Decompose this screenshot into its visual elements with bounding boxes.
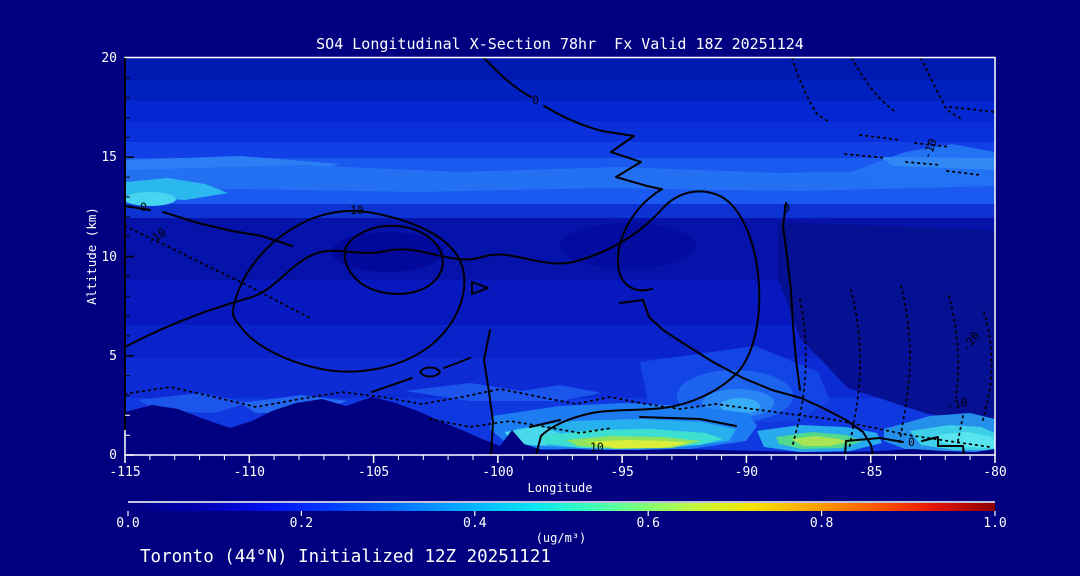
contour-line-dotted: [125, 386, 991, 448]
colorbar-tick-labels: 0.0 0.2 0.4 0.6 0.8 1.0: [116, 516, 1006, 531]
contour-line-dotted: [851, 58, 898, 114]
colorbar-ticks: [127, 511, 996, 516]
solid-contours: [125, 58, 965, 455]
contour-label-7: -10: [946, 395, 969, 413]
x-tick-label-m100: -100: [482, 465, 513, 480]
y-tick-label-15: 15: [101, 150, 117, 165]
colorbar-units-label: (ug/m³): [536, 531, 587, 545]
contour-line: [782, 202, 801, 391]
contour-label-9: 0: [908, 435, 915, 449]
colorbar-label-0.8: 0.8: [810, 516, 833, 531]
x-tick-label-m85: -85: [859, 465, 882, 480]
surface-plume-c-cyan-core: [936, 432, 995, 448]
contour-label-0: 0: [140, 200, 147, 214]
contour-line-dotted: [859, 134, 951, 148]
contour-line: [419, 366, 441, 378]
contour-label-8: 10: [590, 440, 604, 454]
contour-line-dotted: [429, 418, 613, 434]
fill-patch: [125, 165, 995, 192]
contour-labels: 0 -10 10 0 0 -10 -20 -10 10 0: [140, 93, 982, 454]
fill-band: [125, 122, 995, 142]
x-tick-labels: -115 -110 -105 -100 -95 -90 -85 -80: [109, 465, 1006, 480]
y-major-ticks: [125, 156, 134, 357]
x-tick-label-m105: -105: [358, 465, 389, 480]
contour-line: [371, 357, 471, 393]
fill-band: [125, 58, 995, 80]
colorbar-gradient: [128, 503, 995, 511]
triangle-marker: [471, 281, 489, 295]
x-tick-label-m115: -115: [109, 465, 140, 480]
surface-plume-a-yellow-core: [586, 440, 690, 448]
colorbar-label-0.2: 0.2: [290, 516, 313, 531]
y-axis-label: Altitude (km): [84, 207, 99, 305]
fill-patch-cyan: [125, 192, 176, 206]
x-tick-label-m95: -95: [610, 465, 633, 480]
contour-line: [844, 436, 965, 455]
contour-line-dotted: [844, 153, 982, 176]
contour-label-5: -10: [920, 137, 940, 161]
chart-title: SO4 Longitudinal X-Section 78hr Fx Valid…: [316, 35, 804, 53]
contour-line: [529, 416, 737, 428]
contour-line-dotted: [791, 58, 830, 123]
fill-blob: [720, 398, 760, 414]
fill-band: [125, 204, 995, 218]
fill-patch: [880, 157, 995, 170]
colorbar-label-0.0: 0.0: [116, 516, 139, 531]
contour-line: [619, 299, 874, 455]
y-tick-label-0: 0: [109, 448, 117, 463]
fill-dark-pocket: [332, 232, 444, 272]
fill-dark-region-east: [778, 222, 995, 424]
contour-line: [231, 210, 466, 373]
fill-patch: [405, 383, 602, 401]
contour-line-dotted: [791, 299, 807, 449]
contour-line-dotted: [848, 289, 861, 451]
contour-line: [483, 58, 662, 190]
contour-line: [125, 205, 293, 247]
surface-plume-b-green-core: [791, 436, 849, 446]
contour-line-dotted: [948, 295, 964, 442]
contour-line: [483, 329, 494, 455]
footer-annotation: Toronto (44°N) Initialized 12Z 20251121: [140, 547, 551, 567]
x-tick-label-m110: -110: [234, 465, 265, 480]
colorbar-label-0.6: 0.6: [636, 516, 659, 531]
axes: [124, 56, 996, 463]
x-minor-ticks: [149, 455, 971, 460]
fill-band: [125, 80, 995, 101]
contour-line-dotted: [920, 58, 961, 119]
x-tick-label-m90: -90: [735, 465, 758, 480]
contour-lines: [125, 58, 995, 455]
y-tick-labels: 0 5 10 15 20: [101, 51, 117, 463]
y-tick-label-10: 10: [101, 250, 117, 265]
y-minor-ticks-low: [125, 414, 130, 436]
x-major-ticks: [124, 455, 996, 463]
contour-line-dotted: [949, 106, 995, 113]
x-tick-label-m80: -80: [983, 465, 1006, 480]
colorbar: 0.0 0.2 0.4 0.6 0.8 1.0 (ug/m³): [116, 501, 1007, 545]
y-tick-label-5: 5: [109, 349, 117, 364]
contour-line: [343, 224, 444, 295]
contour-line-dotted: [125, 225, 311, 319]
fill-band: [125, 142, 995, 158]
contour-line-dotted: [898, 285, 911, 447]
colorbar-label-0.4: 0.4: [463, 516, 487, 531]
fill-dark-pocket: [560, 223, 696, 269]
y-tick-label-20: 20: [101, 51, 117, 66]
x-axis-label: Longitude: [527, 481, 592, 495]
y-minor-ticks: [125, 77, 130, 396]
contour-line: [125, 190, 761, 455]
contour-label-3: 0: [532, 93, 539, 107]
terrain-silhouette: [125, 397, 995, 455]
filled-contour-field: [125, 58, 995, 455]
fill-band: [125, 101, 995, 122]
contour-label-2: 10: [350, 203, 364, 217]
contour-label-4: 0: [783, 201, 790, 215]
dotted-contours: [125, 58, 995, 451]
colorbar-label-1.0: 1.0: [983, 516, 1006, 531]
contour-line: [616, 188, 663, 292]
